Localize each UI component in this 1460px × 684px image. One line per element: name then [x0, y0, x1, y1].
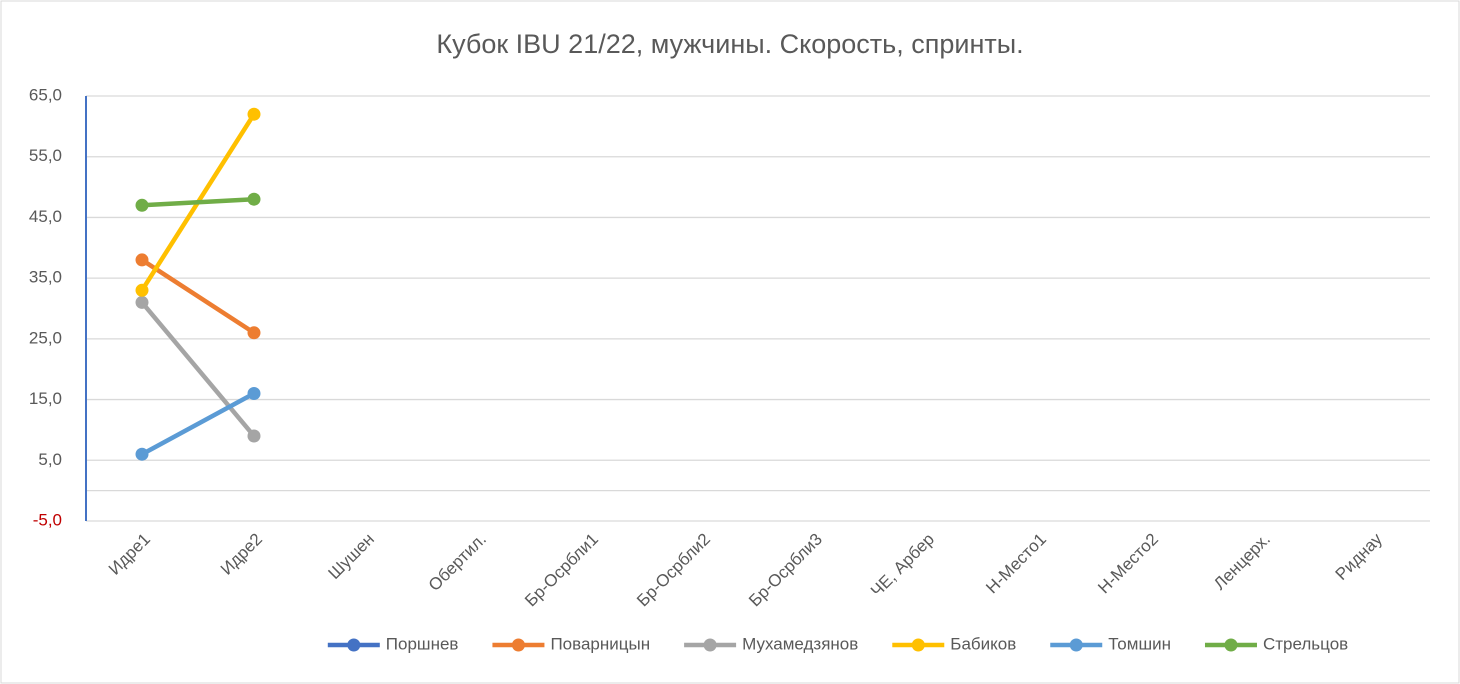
chart-title: Кубок IBU 21/22, мужчины. Скорость, спри… — [436, 29, 1023, 59]
y-tick-label: 5,0 — [38, 450, 62, 469]
legend-marker — [911, 638, 925, 652]
data-point — [247, 326, 261, 340]
legend-marker — [703, 638, 717, 652]
legend-marker — [511, 638, 525, 652]
y-tick-label: -5,0 — [33, 510, 62, 529]
series-line — [139, 196, 257, 208]
data-point — [247, 387, 261, 400]
legend-label: Поварницын — [550, 634, 650, 653]
legend-label: Бабиков — [950, 634, 1016, 653]
legend-label: Стрельцов — [1263, 634, 1348, 653]
y-tick-label: 45,0 — [29, 207, 62, 226]
series-line — [139, 257, 257, 336]
y-tick-label: 35,0 — [29, 268, 62, 287]
series-line — [139, 300, 257, 439]
legend: Поршнев Поварницын Мухамедзянов Бабиков Томш… — [327, 634, 1348, 653]
series-line — [139, 391, 257, 457]
data-point — [135, 283, 149, 297]
data-point — [135, 253, 149, 267]
y-tick-label: 55,0 — [29, 146, 62, 165]
legend-marker — [347, 638, 361, 652]
legend-label: Томшин — [1108, 634, 1171, 653]
legend-marker — [1224, 638, 1238, 652]
data-point — [247, 107, 261, 121]
y-tick-label: 65,0 — [29, 85, 62, 104]
y-tick-label: 15,0 — [29, 389, 62, 408]
data-point — [135, 198, 149, 212]
data-point — [135, 295, 149, 309]
legend-label: Мухамедзянов — [742, 634, 858, 653]
data-point — [247, 192, 261, 206]
y-tick-label: 25,0 — [29, 328, 62, 347]
legend-marker — [1069, 638, 1083, 652]
data-point — [135, 447, 149, 461]
legend-label: Поршнев — [386, 634, 459, 653]
data-point — [247, 429, 261, 443]
